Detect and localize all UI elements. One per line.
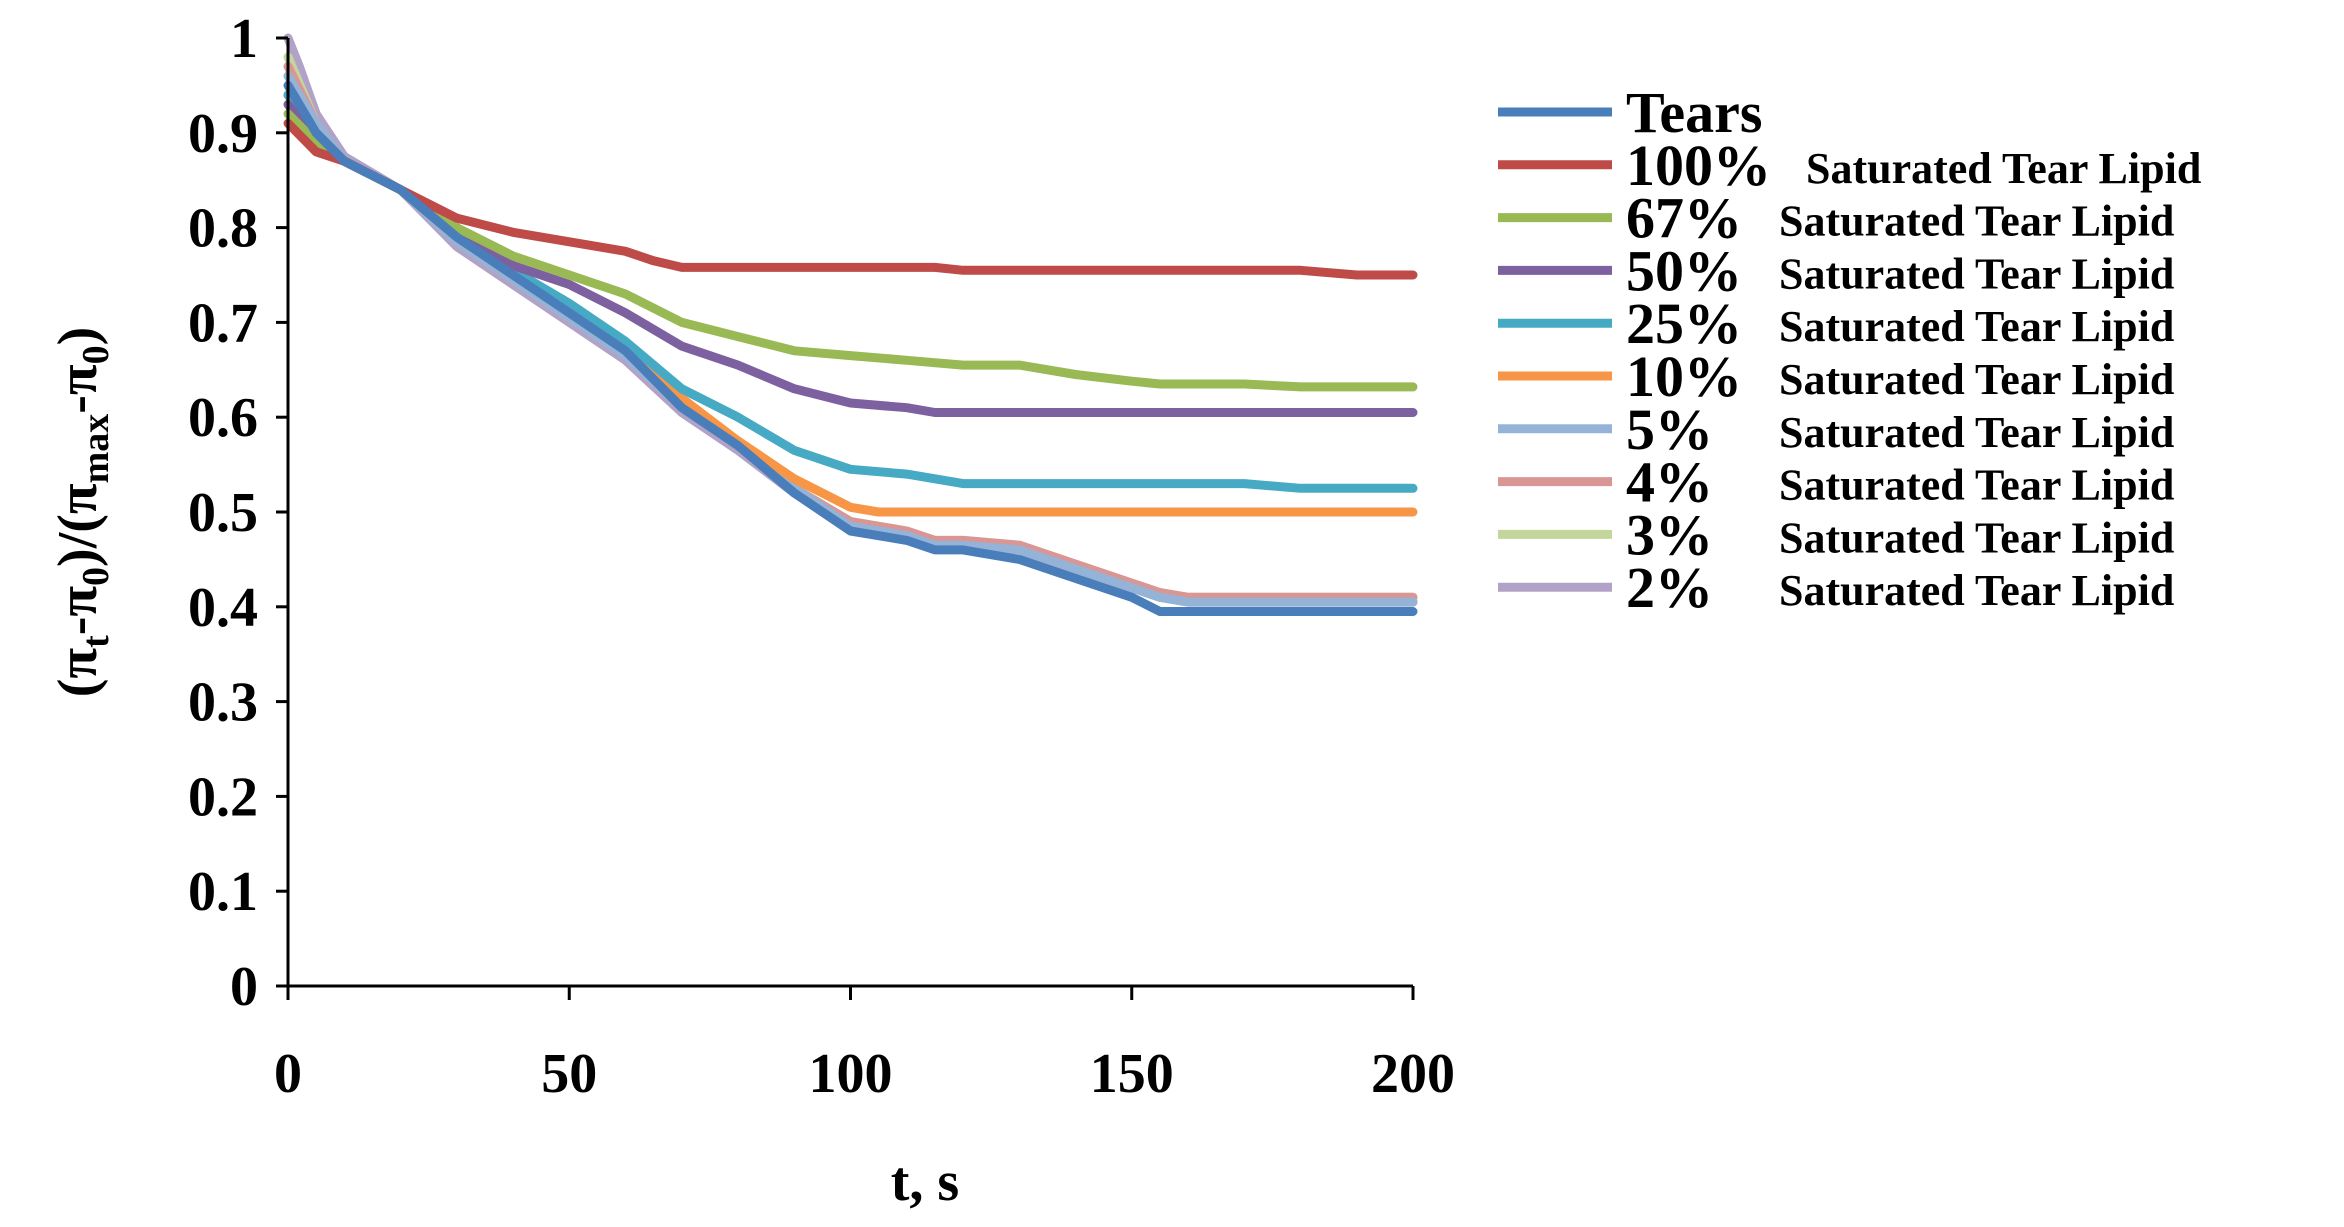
legend-label-pct: 5% <box>1626 397 1713 462</box>
legend-label-pct: 2% <box>1626 555 1713 620</box>
legend-item: 100% Saturated Tear Lipid <box>1498 133 2201 198</box>
legend-item: 3% Saturated Tear Lipid <box>1498 502 2174 567</box>
x-axis-title: t, s <box>891 1151 959 1213</box>
legend-item: 5% Saturated Tear Lipid <box>1498 397 2174 462</box>
y-axis-title-part: -π <box>47 586 109 636</box>
series-line-6 <box>283 71 1418 607</box>
legend-label-rest: Saturated Tear Lipid <box>1779 513 2174 562</box>
legend-label-pct: 10% <box>1626 344 1742 409</box>
legend-label-pct: 67% <box>1626 186 1742 251</box>
y-axis-title-part: )/(π <box>47 483 109 567</box>
y-tick-label: 0.9 <box>188 103 258 165</box>
legend-item: 25% Saturated Tear Lipid <box>1498 291 2174 356</box>
legend-item: 50% Saturated Tear Lipid <box>1498 238 2174 303</box>
legend-label-rest: Saturated Tear Lipid <box>1779 355 2174 404</box>
legend-label-rest: Saturated Tear Lipid <box>1806 144 2201 193</box>
x-tick-label: 0 <box>274 1043 302 1105</box>
legend-label-rest: Saturated Tear Lipid <box>1779 302 2174 351</box>
y-tick-label: 0.6 <box>188 387 258 449</box>
y-tick-label: 0.5 <box>188 482 258 544</box>
legend-label-rest: Saturated Tear Lipid <box>1779 408 2174 457</box>
legend-label-pct: 3% <box>1626 502 1713 567</box>
x-tick-label: 50 <box>541 1043 597 1105</box>
y-tick-label: 0.2 <box>188 766 258 828</box>
x-ticks: 0 50 100 150 200 <box>274 986 1455 1105</box>
legend-item: Tears <box>1498 80 1762 145</box>
y-axis-title-part: (π <box>47 648 109 698</box>
y-axis-title-part: -π <box>47 364 109 414</box>
y-tick-label: 0 <box>230 956 258 1018</box>
series-line-4 <box>283 90 1418 493</box>
legend-item: 2% Saturated Tear Lipid <box>1498 555 2174 620</box>
series-line-7 <box>283 61 1418 602</box>
y-axis-title: (πt-π0)/(πmax-π0) <box>47 327 117 698</box>
y-tick-label: 0.8 <box>188 198 258 260</box>
y-axis-title-part: ) <box>47 327 109 346</box>
x-tick-label: 200 <box>1371 1043 1455 1105</box>
legend-label-rest: Saturated Tear Lipid <box>1779 566 2174 615</box>
y-axis-title-sub: 0 <box>75 567 117 586</box>
series-line-0 <box>283 80 1418 616</box>
legend-label-pct: 100% <box>1626 133 1771 198</box>
series-line-3 <box>283 99 1418 417</box>
legend-label-rest: Saturated Tear Lipid <box>1779 197 2174 246</box>
y-axis-title-sub: max <box>75 414 117 484</box>
legend-label-pct: 50% <box>1626 238 1742 303</box>
y-axis-title-sub: 0 <box>75 345 117 364</box>
legend-item: 67% Saturated Tear Lipid <box>1498 186 2174 251</box>
series-line-5 <box>283 90 1418 517</box>
legend-label-rest: Saturated Tear Lipid <box>1779 461 2174 510</box>
legend-label-rest: Saturated Tear Lipid <box>1779 249 2174 298</box>
series-line-1 <box>283 118 1418 280</box>
series-layer <box>283 33 1418 616</box>
legend-label-pct: Tears <box>1626 80 1762 145</box>
series-line-2 <box>283 109 1418 392</box>
y-tick-label: 0.1 <box>188 861 258 923</box>
legend-item: 10% Saturated Tear Lipid <box>1498 344 2174 409</box>
y-tick-label: 0.7 <box>188 292 258 354</box>
x-tick-label: 150 <box>1090 1043 1174 1105</box>
y-tick-label: 1 <box>230 8 258 70</box>
y-axis-title-sub: t <box>75 635 117 648</box>
legend-label-pct: 25% <box>1626 291 1742 356</box>
y-tick-label: 0.3 <box>188 672 258 734</box>
legend-label-pct: 4% <box>1626 450 1713 515</box>
legend-item: 4% Saturated Tear Lipid <box>1498 450 2174 515</box>
x-tick-label: 100 <box>809 1043 893 1105</box>
y-ticks: 0 0.1 0.2 0.3 0.4 0.5 0.6 0.7 0.8 0.9 1 <box>188 8 288 1018</box>
y-tick-label: 0.4 <box>188 577 258 639</box>
